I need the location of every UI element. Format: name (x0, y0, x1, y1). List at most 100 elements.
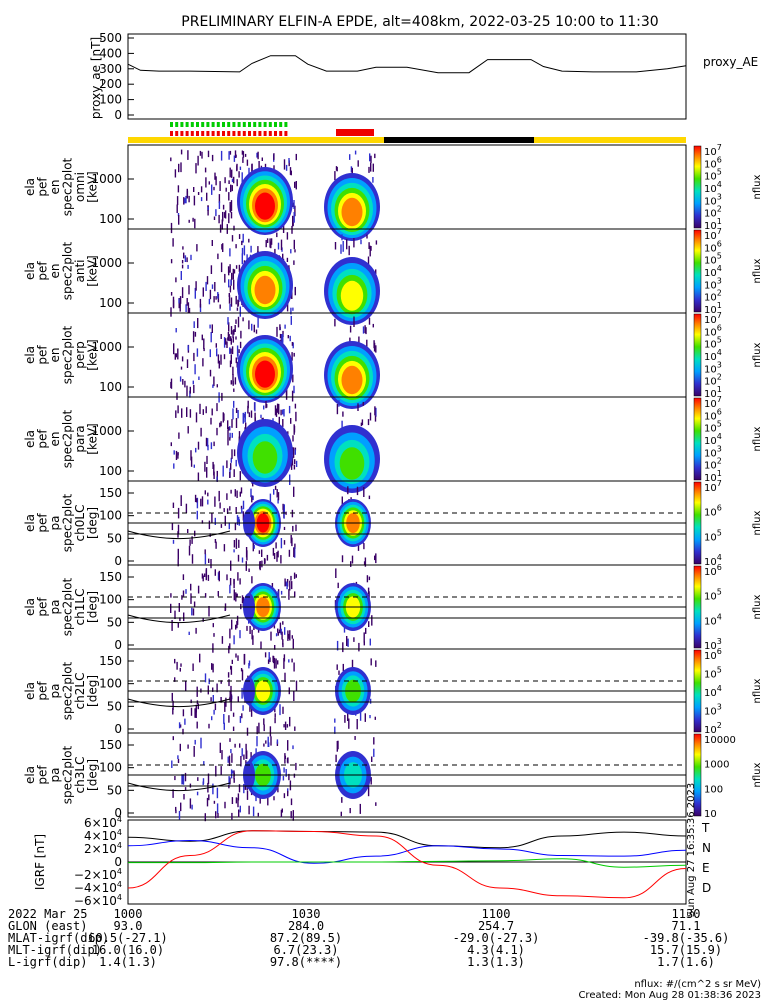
colorbar-tick-label: 105 (704, 252, 722, 267)
colorbar-tick-label: 105 (704, 666, 722, 681)
noise-pixel (242, 317, 244, 322)
noise-pixel (269, 726, 272, 737)
igrf-legend-E: E (702, 861, 710, 875)
noise-pixel (285, 511, 287, 515)
igrf-tick-label: 0 (114, 855, 122, 869)
noise-pixel (290, 535, 292, 544)
panel-ylabel: pef (36, 597, 50, 617)
footer-row-label: 2022 Mar 25 (8, 907, 87, 921)
noise-pixel (175, 806, 177, 811)
noise-pixel (197, 155, 199, 166)
colorbar-tick-label: 103 (704, 276, 722, 291)
noise-pixel (222, 465, 224, 477)
noise-pixel (235, 459, 237, 467)
noise-pixel (367, 419, 370, 426)
noise-pixel (368, 317, 371, 325)
noise-pixel (273, 553, 276, 560)
noise-pixel (275, 408, 278, 417)
noise-pixel (341, 555, 344, 563)
noise-pixel (222, 243, 224, 252)
noise-pixel (287, 740, 289, 751)
noise-pixel (374, 406, 376, 416)
noise-pixel (215, 765, 217, 777)
noise-pixel (293, 464, 296, 470)
noise-pixel (235, 797, 238, 804)
noise-pixel (372, 163, 374, 172)
noise-pixel (232, 330, 234, 338)
noise-pixel (288, 158, 290, 163)
footer-value: 1.7(1.6) (657, 955, 715, 969)
noise-pixel (222, 211, 224, 222)
noise-pixel (204, 553, 207, 565)
noise-pixel (241, 508, 243, 514)
noise-pixel (189, 390, 191, 398)
noise-pixel (180, 149, 183, 155)
status-mark-green (175, 122, 179, 127)
noise-pixel (230, 348, 232, 354)
ae-tick-label: 300 (99, 62, 122, 76)
noise-pixel (200, 737, 202, 749)
status-mark-red (180, 131, 184, 136)
noise-pixel (187, 150, 189, 160)
axis-tick-label: 1000 (91, 256, 122, 270)
noise-pixel (282, 253, 284, 260)
colorbar-tick-label: 103 (704, 192, 722, 207)
igrf-tick-label: 4×104 (84, 828, 122, 843)
noise-pixel (207, 444, 209, 451)
status-bar-red (336, 129, 374, 136)
noise-pixel (207, 492, 209, 497)
noise-pixel (227, 337, 229, 341)
noise-pixel (254, 412, 256, 421)
colorbar-tick-label: 105 (704, 528, 722, 543)
noise-pixel (293, 352, 295, 357)
noise-pixel (228, 645, 230, 654)
panel-ylabel: ela (23, 178, 37, 196)
noise-pixel (238, 809, 240, 818)
noise-pixel (241, 557, 244, 563)
noise-pixel (201, 334, 203, 341)
noise-pixel (369, 412, 372, 421)
panel-ylabel: [deg] (86, 675, 100, 707)
noise-pixel (341, 797, 343, 803)
noise-pixel (181, 356, 184, 362)
noise-pixel (223, 337, 226, 348)
noise-pixel (291, 509, 294, 518)
axis-tick-label: 50 (107, 531, 122, 545)
noise-pixel (221, 244, 223, 250)
noise-pixel (210, 559, 212, 569)
noise-pixel (282, 503, 284, 510)
noise-pixel (223, 413, 225, 421)
noise-pixel (258, 161, 260, 170)
colorbar-tick-label: 107 (704, 395, 722, 410)
noise-pixel (289, 630, 291, 641)
noise-pixel (212, 695, 214, 703)
noise-pixel (212, 623, 214, 628)
noise-pixel (358, 642, 360, 652)
noise-pixel (353, 238, 355, 248)
noise-pixel (362, 326, 365, 334)
noise-pixel (190, 254, 192, 261)
noise-pixel (245, 743, 247, 749)
axis-tick-label: 50 (107, 783, 122, 797)
noise-pixel (277, 498, 279, 504)
status-mark-red (190, 131, 194, 136)
noise-pixel (293, 662, 295, 672)
noise-pixel (239, 805, 241, 813)
ae-tick-label: 100 (99, 93, 122, 107)
noise-pixel (246, 750, 248, 759)
noise-pixel (211, 324, 213, 333)
panel-ylabel: pef (36, 345, 50, 365)
noise-pixel (239, 491, 241, 497)
noise-pixel (366, 339, 368, 348)
noise-pixel (219, 181, 221, 191)
noise-pixel (231, 185, 233, 192)
noise-pixel (207, 574, 210, 581)
noise-pixel (231, 272, 233, 280)
noise-pixel (283, 508, 285, 519)
noise-pixel (241, 253, 243, 265)
colorbar-label: nflux (752, 678, 763, 703)
noise-pixel (185, 503, 188, 514)
noise-pixel (214, 496, 216, 507)
colorbar-tick-label: 104 (704, 348, 722, 363)
noise-pixel (336, 404, 339, 415)
